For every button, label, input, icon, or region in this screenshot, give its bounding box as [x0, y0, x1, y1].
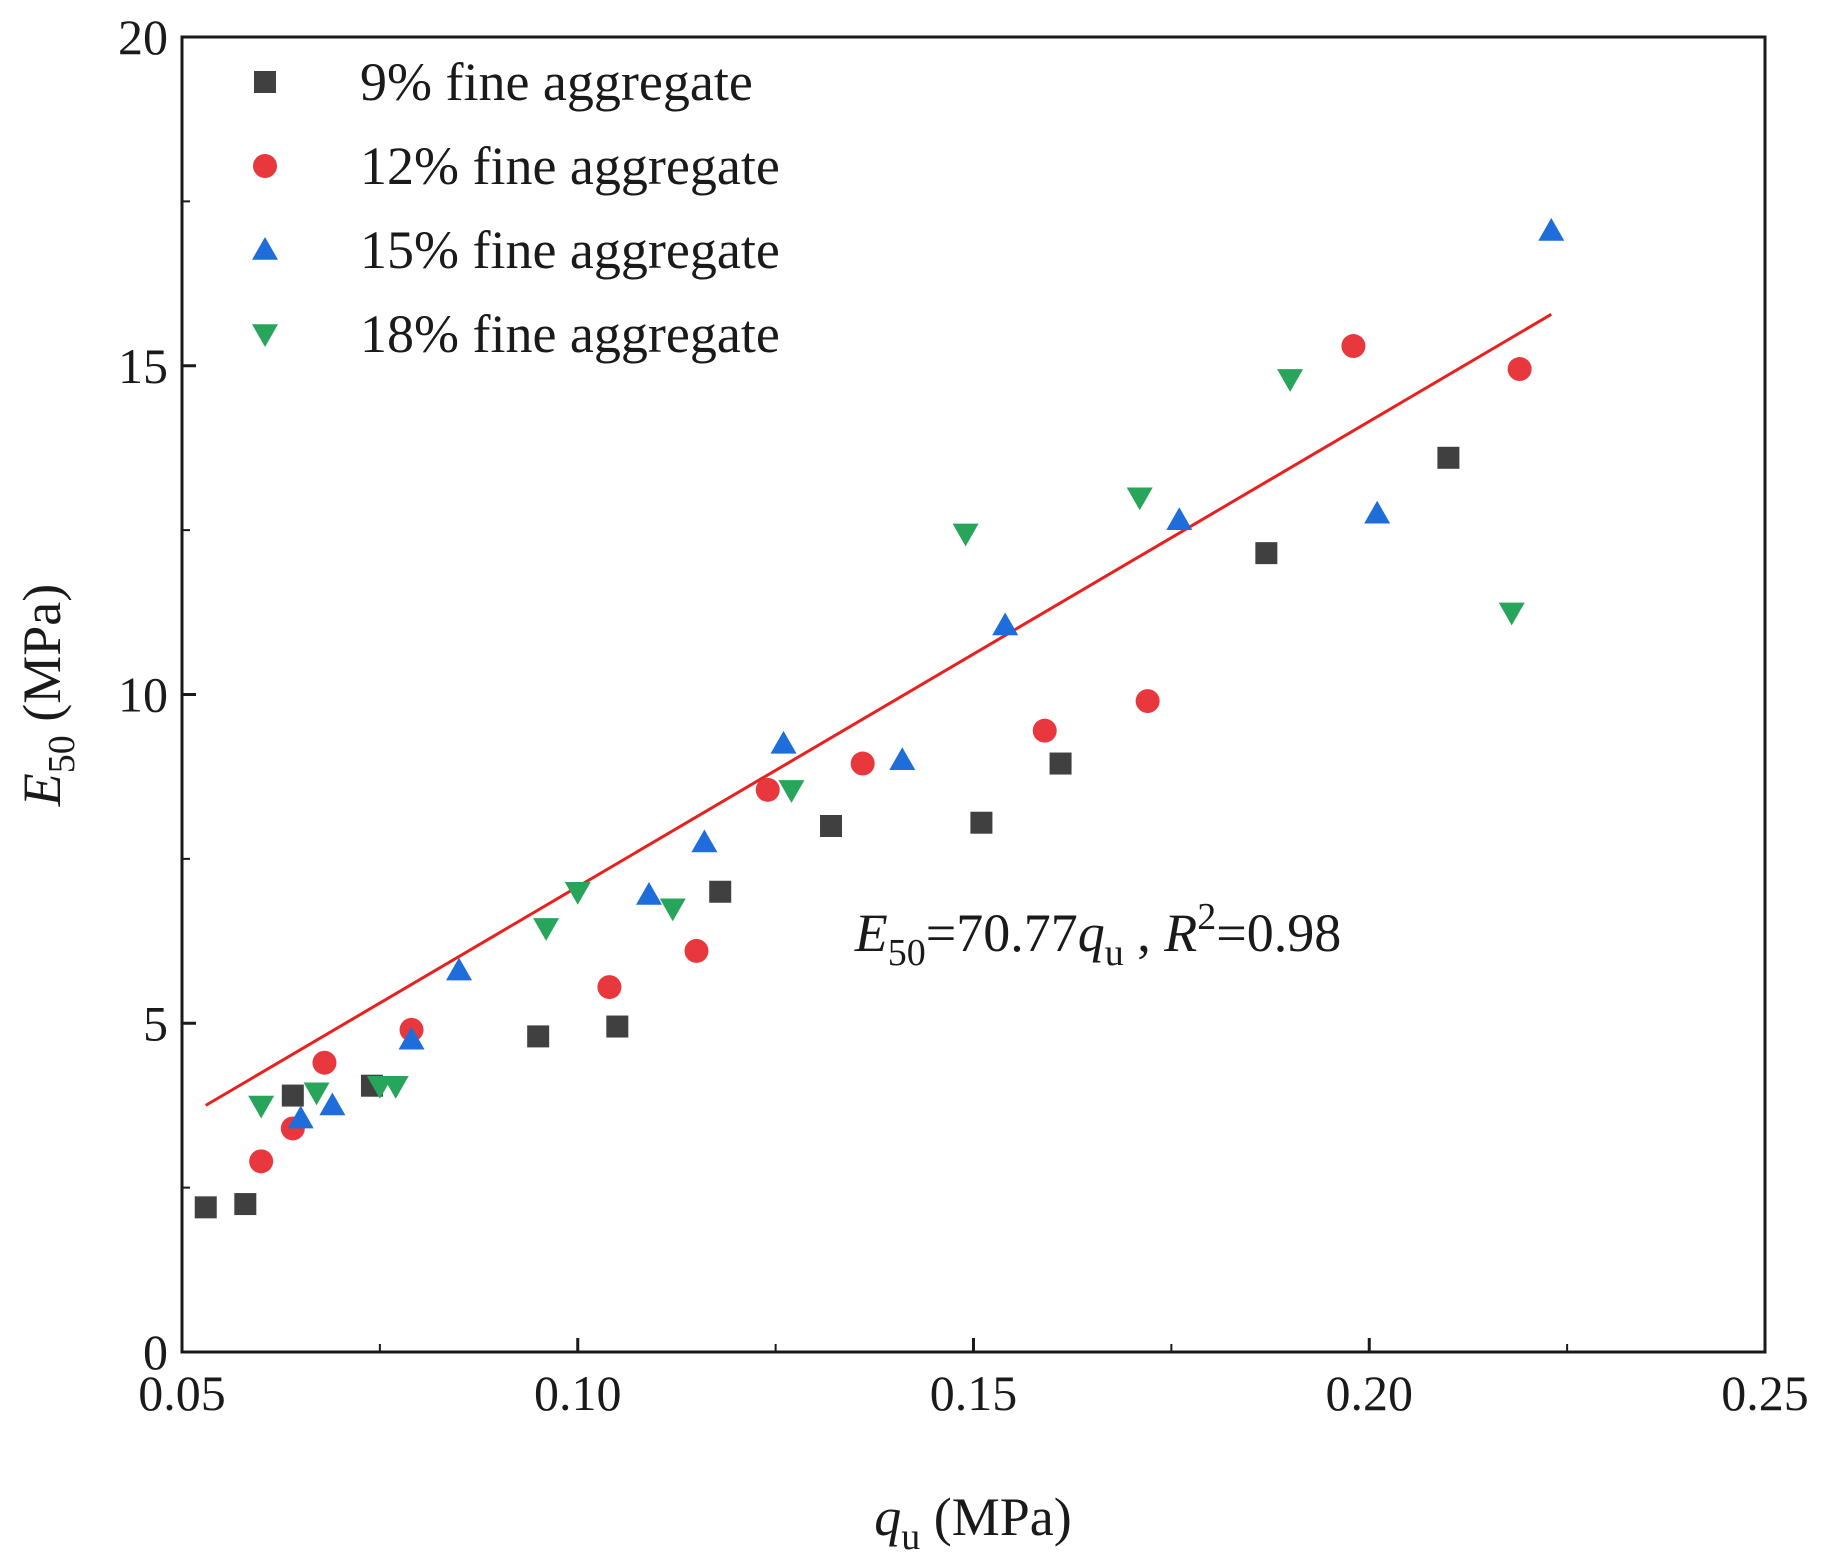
data-point-series-4 [659, 898, 686, 922]
data-point-series-1 [527, 1025, 550, 1048]
eq-var-sub: u [1105, 932, 1124, 974]
data-point-series-3 [1364, 500, 1391, 524]
data-point-series-3 [319, 1092, 346, 1116]
legend-label-series-3: 15% fine aggregate [360, 220, 780, 280]
data-point-series-1 [820, 815, 843, 837]
y-tick-label: 10 [118, 667, 168, 723]
x-title-unit: (MPa) [920, 1487, 1071, 1547]
y-tick-label: 15 [118, 338, 168, 394]
data-point-series-4 [382, 1075, 409, 1099]
legend-marker-series-3 [252, 237, 278, 260]
data-point-series-1 [606, 1015, 629, 1038]
data-point-series-4 [303, 1082, 330, 1106]
data-point-series-2 [249, 1149, 274, 1174]
x-title-sub: u [901, 1516, 920, 1558]
data-point-series-4 [952, 523, 979, 547]
legend-marker-series-2 [253, 154, 277, 178]
data-point-series-2 [755, 777, 780, 802]
data-point-series-1 [1437, 446, 1460, 469]
x-tick-label: 0.10 [534, 1365, 622, 1421]
data-point-series-2 [1032, 718, 1057, 743]
data-point-series-2 [312, 1050, 337, 1075]
data-point-series-4 [564, 882, 591, 905]
data-point-series-1 [1255, 542, 1278, 565]
x-tick-label: 0.20 [1326, 1365, 1414, 1421]
data-point-series-2 [684, 938, 709, 963]
data-point-series-3 [992, 612, 1019, 636]
data-point-series-1 [709, 880, 732, 903]
x-axis-title: qu (MPa) [874, 1487, 1071, 1558]
data-point-series-1 [281, 1084, 304, 1107]
y-tick-label: 20 [118, 9, 168, 65]
data-point-series-2 [1507, 357, 1532, 382]
x-tick-label: 0.25 [1721, 1365, 1809, 1421]
eq-var: q [1078, 903, 1105, 963]
data-point-series-4 [1126, 487, 1153, 511]
y-title-main: E [12, 773, 72, 807]
data-point-series-4 [778, 780, 805, 803]
legend-label-series-1: 9% fine aggregate [360, 52, 753, 112]
data-point-series-3 [398, 1026, 425, 1050]
data-point-series-2 [1135, 689, 1160, 714]
data-point-series-1 [194, 1196, 217, 1219]
legend-label-series-2: 12% fine aggregate [360, 136, 780, 196]
eq-r-val: =0.98 [1216, 903, 1341, 963]
data-point-series-3 [889, 747, 916, 770]
y-tick-label: 5 [143, 995, 168, 1051]
data-point-series-3 [1538, 217, 1565, 241]
y-title-sub: 50 [41, 735, 83, 773]
data-point-series-3 [1166, 507, 1193, 531]
eq-lhs-sub: 50 [888, 932, 926, 974]
eq-r-sup: 2 [1197, 896, 1216, 938]
data-point-series-2 [850, 751, 875, 776]
fit-line [204, 313, 1553, 1107]
data-point-series-2 [597, 975, 622, 1000]
data-point-series-4 [1277, 369, 1304, 392]
legend-marker-series-1 [254, 71, 276, 93]
fit-equation: E50=70.77qu , R2=0.98 [854, 896, 1341, 974]
y-axis-title: E50 (MPa) [12, 584, 83, 807]
x-tick-label: 0.15 [930, 1365, 1018, 1421]
data-point-series-3 [287, 1105, 314, 1129]
data-point-series-4 [533, 918, 560, 941]
data-point-series-3 [770, 730, 797, 754]
data-point-series-2 [1341, 334, 1366, 359]
data-point-series-3 [446, 957, 473, 981]
data-point-series-4 [1498, 602, 1525, 626]
y-title-unit: (MPa) [12, 584, 72, 735]
data-point-series-1 [1049, 752, 1072, 775]
data-points [194, 217, 1565, 1219]
data-point-series-3 [635, 882, 662, 905]
legend-label-series-4: 18% fine aggregate [360, 304, 780, 364]
data-point-series-1 [234, 1193, 257, 1216]
data-point-series-4 [248, 1095, 275, 1119]
axis-tick-labels: 0.05 0.10 0.15 0.20 0.25 0 5 10 15 20 [118, 9, 1809, 1421]
axis-ticks [180, 35, 1767, 1354]
data-point-series-1 [970, 811, 993, 834]
eq-r-main: R [1163, 903, 1197, 963]
eq-coef: =70.77 [926, 903, 1078, 963]
legend-marker-series-4 [252, 324, 278, 347]
x-tick-label: 0.05 [138, 1365, 226, 1421]
x-title-main: q [874, 1487, 901, 1547]
data-point-series-3 [691, 829, 718, 853]
eq-sep: , [1124, 903, 1165, 963]
legend: 9% fine aggregate 12% fine aggregate 15% f… [252, 52, 780, 364]
y-tick-label: 0 [143, 1324, 168, 1380]
eq-lhs-main: E [854, 903, 888, 963]
